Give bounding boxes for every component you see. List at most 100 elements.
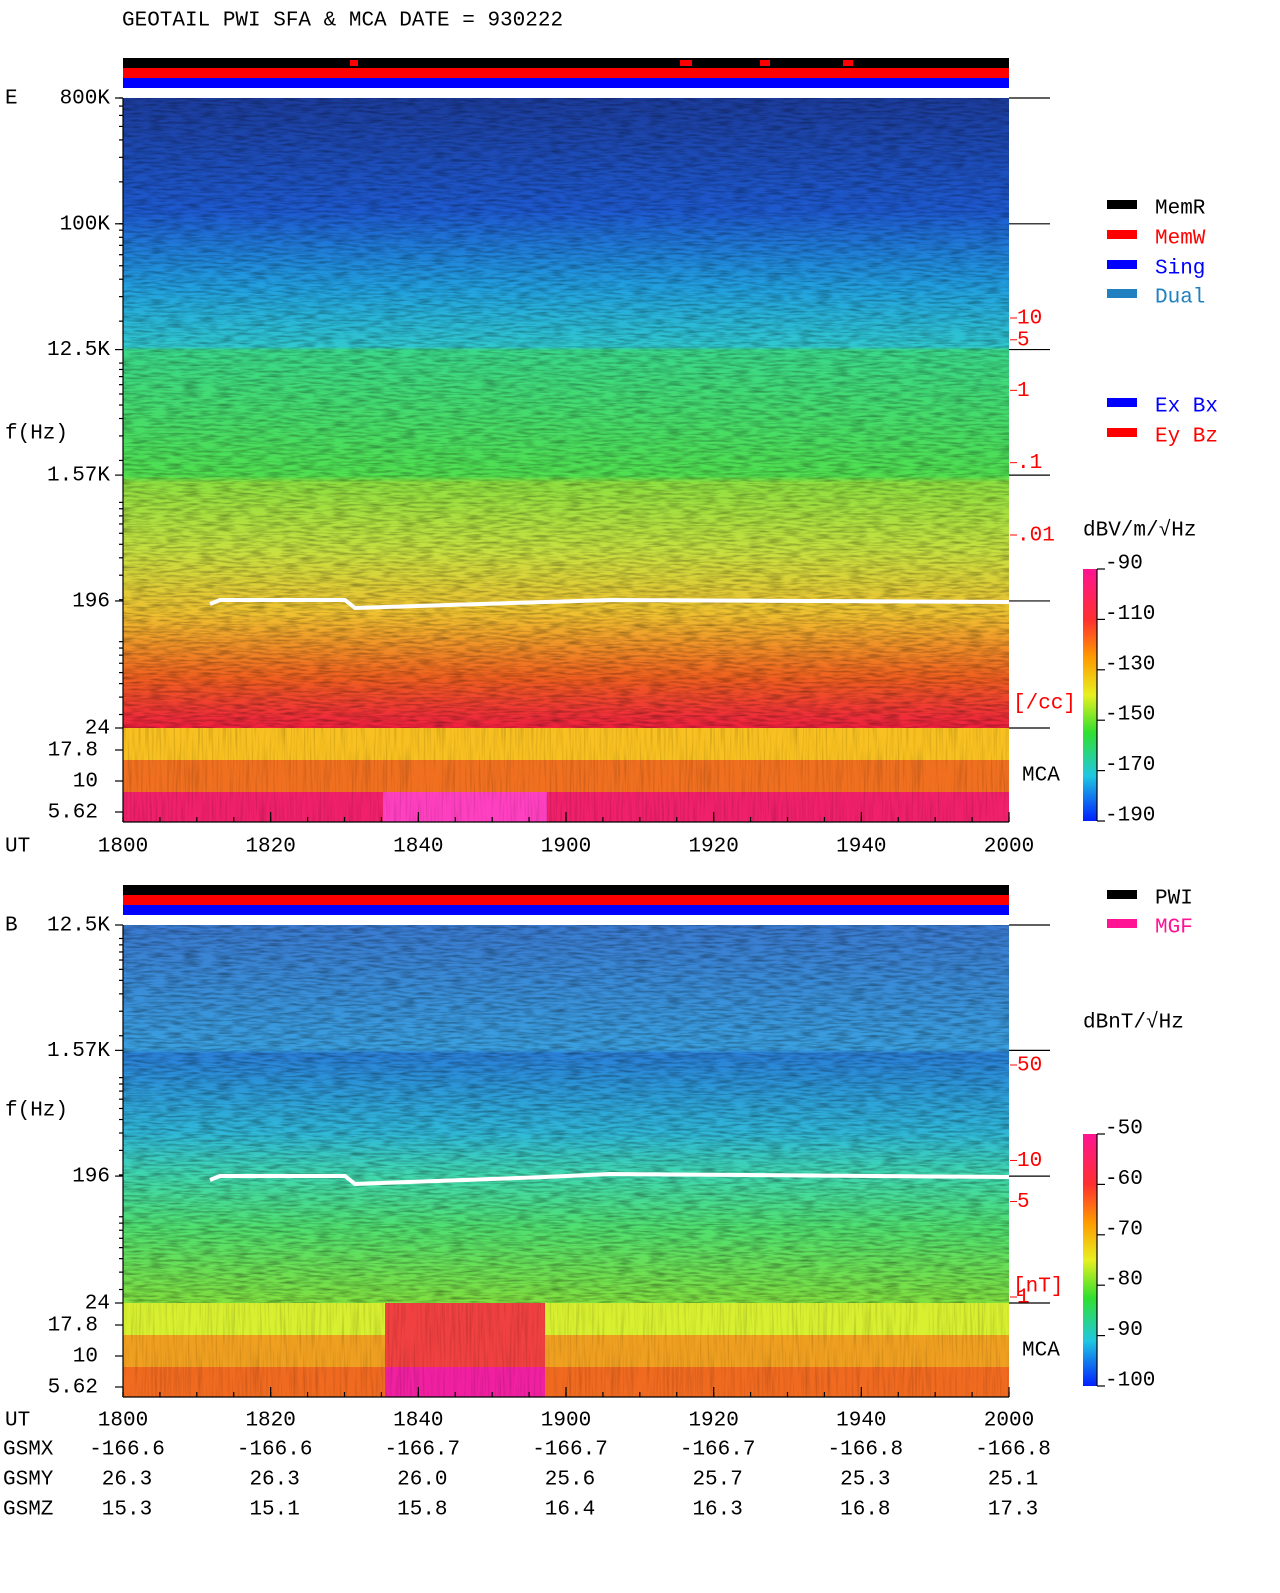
density-tick-label: 1 xyxy=(1017,1287,1030,1310)
mca-label: MCA xyxy=(1022,1340,1060,1363)
orbit-value: 25.3 xyxy=(840,1469,890,1492)
density-tick-label: .01 xyxy=(1017,525,1055,548)
y-tick-label: 1.57K xyxy=(47,1040,110,1063)
orbit-value: -166.8 xyxy=(975,1439,1051,1462)
x-tick-label: 1920 xyxy=(688,836,738,859)
x-tick-label: 1900 xyxy=(541,836,591,859)
status-marks xyxy=(350,60,853,66)
orbit-value: 15.1 xyxy=(249,1499,299,1522)
colorbar-tick-label: -60 xyxy=(1105,1168,1143,1191)
x-tick-label: 1820 xyxy=(245,836,295,859)
y-tick-label: 800K xyxy=(60,88,111,111)
legend-swatch xyxy=(1107,919,1137,928)
mca-tick-label: 5.62 xyxy=(48,802,98,825)
orbit-value: -166.6 xyxy=(237,1439,313,1462)
colorbar-tick-label: -150 xyxy=(1105,704,1155,727)
legend-label: Sing xyxy=(1155,258,1205,281)
x-tick-label: 2000 xyxy=(984,1410,1034,1433)
cyclotron-line xyxy=(209,597,1010,611)
colorbar-tick-label: -90 xyxy=(1105,553,1143,576)
y-tick-label: 24 xyxy=(85,718,110,741)
orbit-value: 16.3 xyxy=(692,1499,742,1522)
cyclotron-line xyxy=(209,1171,1010,1187)
legend-label: Ex Bx xyxy=(1155,396,1218,419)
density-tick-label: 50 xyxy=(1017,1055,1042,1078)
y-axis-label: f(Hz) xyxy=(5,423,68,446)
orbit-row-name: GSMY xyxy=(3,1469,54,1492)
orbit-value: 26.3 xyxy=(249,1469,299,1492)
legend-swatch xyxy=(1107,398,1137,407)
orbit-value: -166.7 xyxy=(680,1439,756,1462)
status-bar xyxy=(123,885,1009,895)
mca-tick-label: 10 xyxy=(73,771,98,794)
legend-swatch xyxy=(1107,200,1137,209)
x-axis-label: UT xyxy=(5,836,30,859)
chart-title: GEOTAIL PWI SFA & MCA DATE = 930222 xyxy=(122,10,563,33)
orbit-value: -166.6 xyxy=(89,1439,165,1462)
legend-label: MGF xyxy=(1155,917,1193,940)
mca-tick-label: 10 xyxy=(73,1346,98,1369)
x-tick-label: 1800 xyxy=(98,836,148,859)
x-tick-label: 1940 xyxy=(836,836,886,859)
orbit-value: 25.7 xyxy=(692,1469,742,1492)
legend-label: Ey Bz xyxy=(1155,426,1218,449)
density-unit: [/cc] xyxy=(1013,693,1076,716)
legend-label: PWI xyxy=(1155,888,1193,911)
colorbar-unit: dBV/m/√Hz xyxy=(1083,519,1196,543)
status-bar xyxy=(123,905,1009,915)
panel-label: E xyxy=(5,88,18,111)
x-tick-label: 1900 xyxy=(541,1410,591,1433)
orbit-value: 16.4 xyxy=(545,1499,595,1522)
y-tick-label: 196 xyxy=(72,591,110,614)
colorbar-tick-label: -50 xyxy=(1105,1118,1143,1141)
colorbar-tick-label: -190 xyxy=(1105,805,1155,828)
mca-tick-label: 17.8 xyxy=(48,1315,98,1338)
orbit-value: 17.3 xyxy=(988,1499,1038,1522)
panel-label: B xyxy=(5,915,18,938)
orbit-value: -166.7 xyxy=(532,1439,608,1462)
density-tick-label: .1 xyxy=(1017,452,1042,475)
orbit-row-name: GSMX xyxy=(3,1439,54,1462)
density-tick-label: 5 xyxy=(1017,1191,1030,1214)
mca-tick-label: 5.62 xyxy=(48,1377,98,1400)
y-axis-label: f(Hz) xyxy=(5,1100,68,1123)
status-bar xyxy=(123,58,1009,68)
status-bar xyxy=(123,68,1009,78)
legend-swatch xyxy=(1107,890,1137,899)
density-tick-label: 10 xyxy=(1017,1150,1042,1173)
legend-label: MemW xyxy=(1155,228,1206,251)
colorbar xyxy=(1083,569,1097,821)
legend-label: Dual xyxy=(1155,287,1205,310)
density-tick-label: 10 xyxy=(1017,308,1042,331)
x-tick-label: 1940 xyxy=(836,1410,886,1433)
colorbar-tick-label: -70 xyxy=(1105,1218,1143,1241)
x-tick-label: 1920 xyxy=(688,1410,738,1433)
spectrogram-texture xyxy=(123,925,1009,1303)
y-tick-label: 100K xyxy=(60,213,111,236)
x-axis-label: UT xyxy=(5,1410,30,1433)
mca-tick-label: 17.8 xyxy=(48,740,98,763)
x-tick-label: 1820 xyxy=(245,1410,295,1433)
y-tick-label: 196 xyxy=(72,1166,110,1189)
y-tick-label: 1.57K xyxy=(47,465,110,488)
density-unit: [nT] xyxy=(1013,1276,1063,1299)
y-tick-label: 12.5K xyxy=(47,339,110,362)
orbit-value: 26.0 xyxy=(397,1469,447,1492)
orbit-value: 25.6 xyxy=(545,1469,595,1492)
legend-swatch xyxy=(1107,230,1137,239)
density-tick-label: 1 xyxy=(1017,380,1030,403)
colorbar-tick-label: -100 xyxy=(1105,1370,1155,1393)
orbit-value: 15.3 xyxy=(102,1499,152,1522)
orbit-value: 26.3 xyxy=(102,1469,152,1492)
mca-texture xyxy=(123,1303,1009,1397)
legend-swatch xyxy=(1107,428,1137,437)
status-bar xyxy=(123,78,1009,88)
orbit-value: 15.8 xyxy=(397,1499,447,1522)
colorbar xyxy=(1083,1134,1097,1386)
colorbar-tick-label: -170 xyxy=(1105,754,1155,777)
x-tick-label: 1840 xyxy=(393,1410,443,1433)
x-tick-label: 1800 xyxy=(98,1410,148,1433)
x-tick-label: 2000 xyxy=(984,836,1034,859)
